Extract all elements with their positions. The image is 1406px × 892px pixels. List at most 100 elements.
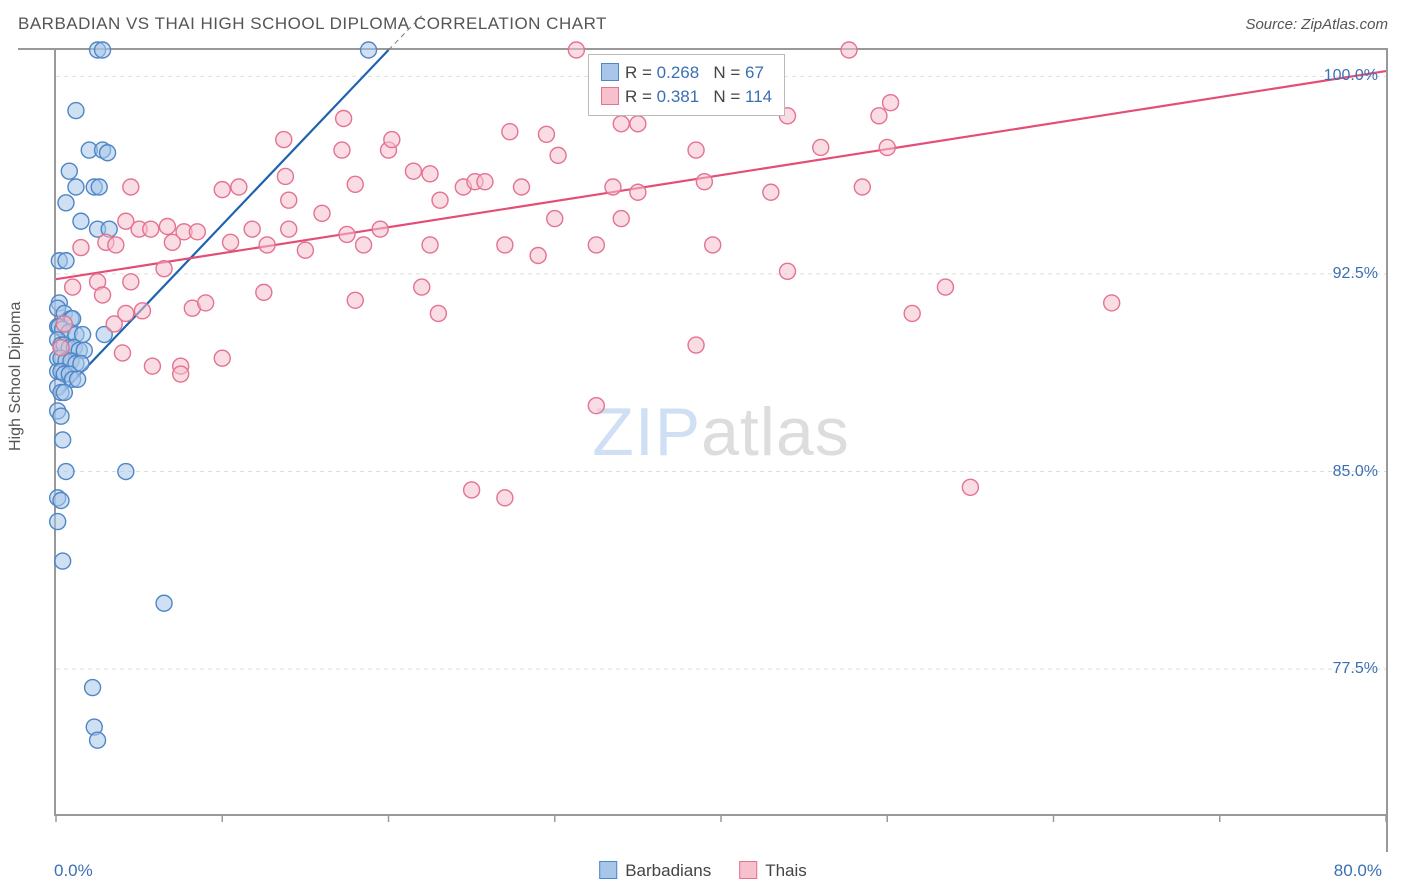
data-point xyxy=(871,108,887,124)
data-point xyxy=(334,142,350,158)
data-point xyxy=(588,237,604,253)
data-point xyxy=(514,179,530,195)
series-legend: Barbadians Thais xyxy=(599,861,807,881)
data-point xyxy=(244,221,260,237)
data-point xyxy=(1104,295,1120,311)
data-point xyxy=(384,132,400,148)
data-point xyxy=(613,211,629,227)
stats-legend-row: R = 0.268 N = 67 xyxy=(601,61,772,85)
data-point xyxy=(259,237,275,253)
data-point xyxy=(58,464,74,480)
data-point xyxy=(95,287,111,303)
data-point xyxy=(502,124,518,140)
data-point xyxy=(189,224,205,240)
y-tick-label: 77.5% xyxy=(1333,660,1378,678)
data-point xyxy=(372,221,388,237)
data-point xyxy=(53,340,69,356)
data-point xyxy=(432,192,448,208)
data-point xyxy=(143,221,159,237)
data-point xyxy=(705,237,721,253)
data-point xyxy=(118,305,134,321)
data-point xyxy=(477,174,493,190)
data-point xyxy=(854,179,870,195)
data-point xyxy=(314,205,330,221)
data-point xyxy=(58,253,74,269)
data-point xyxy=(336,110,352,126)
data-point xyxy=(108,237,124,253)
data-point xyxy=(937,279,953,295)
data-point xyxy=(50,514,66,530)
stats-legend: R = 0.268 N = 67R = 0.381 N = 114 xyxy=(588,54,785,116)
data-point xyxy=(223,234,239,250)
data-point xyxy=(962,479,978,495)
data-point xyxy=(763,184,779,200)
y-axis-label: High School Diploma xyxy=(7,302,25,451)
data-point xyxy=(422,166,438,182)
data-point xyxy=(214,182,230,198)
chart-container: High School Diploma ZIPatlas R = 0.268 N… xyxy=(18,48,1388,852)
data-point xyxy=(813,139,829,155)
data-point xyxy=(841,42,857,58)
data-point xyxy=(256,284,272,300)
data-point xyxy=(630,184,646,200)
data-point xyxy=(361,42,377,58)
series-legend-item: Thais xyxy=(739,861,807,881)
data-point xyxy=(547,211,563,227)
data-point xyxy=(414,279,430,295)
data-point xyxy=(538,126,554,142)
data-point xyxy=(588,398,604,414)
stats-legend-row: R = 0.381 N = 114 xyxy=(601,85,772,109)
data-point xyxy=(347,176,363,192)
legend-swatch xyxy=(601,63,619,81)
legend-swatch xyxy=(601,87,619,105)
data-point xyxy=(688,142,704,158)
data-point xyxy=(100,145,116,161)
data-point xyxy=(55,432,71,448)
data-point xyxy=(90,732,106,748)
series-legend-item: Barbadians xyxy=(599,861,711,881)
data-point xyxy=(144,358,160,374)
data-point xyxy=(568,42,584,58)
data-point xyxy=(780,263,796,279)
data-point xyxy=(339,226,355,242)
data-point xyxy=(123,274,139,290)
data-point xyxy=(56,384,72,400)
chart-header: BARBADIAN VS THAI HIGH SCHOOL DIPLOMA CO… xyxy=(0,0,1406,48)
data-point xyxy=(55,553,71,569)
x-axis-bar: 0.0% BarbadiansThais 80.0% xyxy=(18,856,1388,886)
data-point xyxy=(134,303,150,319)
chart-title: BARBADIAN VS THAI HIGH SCHOOL DIPLOMA CO… xyxy=(18,14,607,34)
data-point xyxy=(613,116,629,132)
legend-swatch xyxy=(599,861,617,879)
data-point xyxy=(91,179,107,195)
data-point xyxy=(883,95,899,111)
data-point xyxy=(95,42,111,58)
data-point xyxy=(405,163,421,179)
data-point xyxy=(198,295,214,311)
data-point xyxy=(231,179,247,195)
data-point xyxy=(159,219,175,235)
data-point xyxy=(430,305,446,321)
data-point xyxy=(879,139,895,155)
data-point xyxy=(464,482,480,498)
data-point xyxy=(281,221,297,237)
data-point xyxy=(630,116,646,132)
data-point xyxy=(73,213,89,229)
data-point xyxy=(173,366,189,382)
data-point xyxy=(58,195,74,211)
data-point xyxy=(73,240,89,256)
data-point xyxy=(70,371,86,387)
data-point xyxy=(530,247,546,263)
data-point xyxy=(356,237,372,253)
data-point xyxy=(85,680,101,696)
data-point xyxy=(550,147,566,163)
chart-source: Source: ZipAtlas.com xyxy=(1245,16,1388,33)
data-point xyxy=(65,279,81,295)
data-point xyxy=(115,345,131,361)
data-point xyxy=(156,261,172,277)
data-point xyxy=(497,490,513,506)
data-point xyxy=(123,179,139,195)
data-point xyxy=(156,595,172,611)
data-point xyxy=(688,337,704,353)
data-point xyxy=(214,350,230,366)
